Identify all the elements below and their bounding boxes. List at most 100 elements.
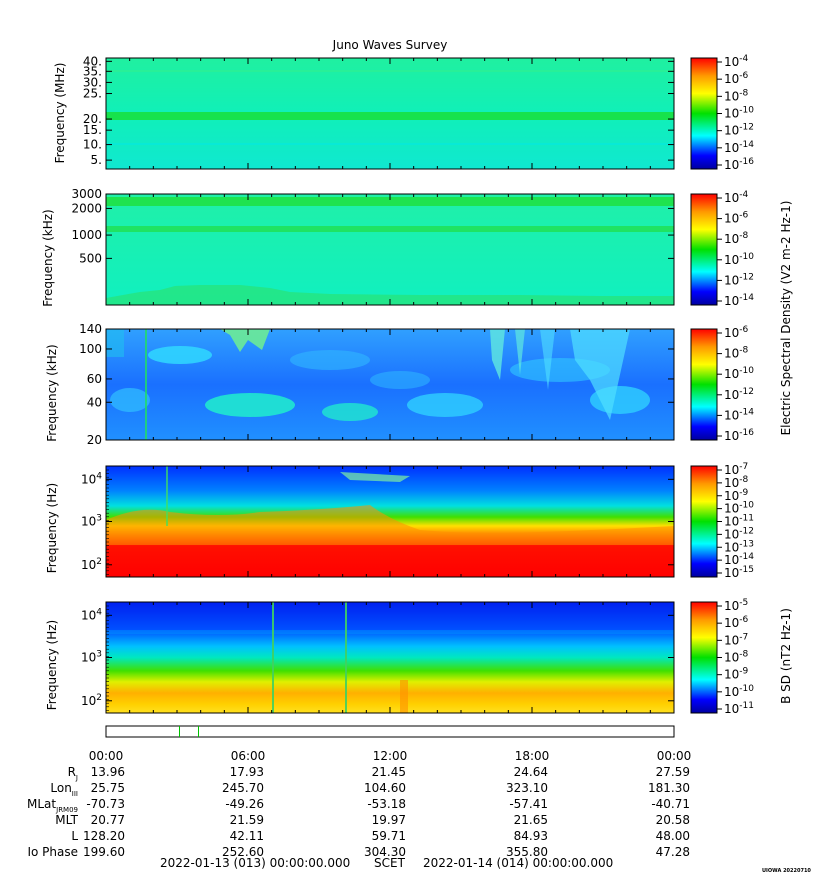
ephemeris-row-label: RJ: [68, 765, 78, 782]
watermark: UIOWA 20220710: [762, 868, 811, 874]
ephemeris-value: 47.28: [656, 845, 690, 859]
figure-title: Juno Waves Survey: [332, 38, 448, 52]
tick-label: 10-11: [724, 514, 754, 529]
ephemeris-value: 20.58: [656, 813, 690, 827]
tick-label: 5.: [91, 153, 102, 167]
ephemeris-value: 199.60: [83, 845, 125, 859]
panel-3: Frequency (kHz) 140 100 60 40 20: [45, 322, 675, 447]
ephemeris-value: 20.77: [91, 813, 125, 827]
tick-label: 15.: [83, 123, 102, 137]
tick-label: 10-10: [724, 684, 754, 699]
y-ticks-5: 104 103 102: [81, 605, 674, 711]
ephemeris-value: 304.30: [364, 845, 406, 859]
tick-label: 10-6: [724, 615, 749, 630]
ephemeris-value: 24.64: [514, 765, 548, 779]
x-tick-label: 00:00: [89, 749, 124, 763]
tick-label: 10-16: [724, 157, 754, 172]
tick-label: 10-7: [724, 462, 748, 477]
ephemeris-row-label: MLT: [55, 813, 78, 827]
ylabel-1: Frequency (MHz): [53, 63, 67, 164]
tick-label: 10-8: [724, 650, 749, 665]
tick-label: 10-10: [724, 106, 754, 121]
ephemeris-value: 27.59: [656, 765, 690, 779]
tick-label: 10.: [83, 138, 102, 152]
ylabel-2: Frequency (kHz): [41, 209, 55, 306]
tick-label: 40: [87, 395, 102, 409]
ephemeris-value: -49.26: [225, 797, 264, 811]
tick-label: 3000: [71, 187, 102, 201]
tick-label: 20.: [83, 112, 102, 126]
ephemeris-value: 128.20: [83, 829, 125, 843]
tick-label: 103: [81, 514, 102, 529]
tick-label: 10-13: [724, 539, 754, 554]
x-tick-label: 18:00: [515, 749, 550, 763]
tick-label: 10-14: [724, 140, 754, 155]
ephemeris-value: 21.45: [372, 765, 406, 779]
tick-label: 10-15: [724, 565, 754, 580]
tick-label: 10-12: [724, 387, 754, 402]
tick-label: 10-12: [724, 272, 754, 287]
tick-label: 102: [81, 693, 102, 708]
ephemeris-value: 245.70: [222, 781, 264, 795]
tick-label: 103: [81, 650, 102, 665]
tick-label: 10-12: [724, 526, 754, 541]
end-time: 2022-01-14 (014) 00:00:00.000: [423, 856, 613, 870]
ephemeris-value: 104.60: [364, 781, 406, 795]
tick-label: 10-8: [724, 231, 749, 246]
ephemeris-value: 48.00: [656, 829, 690, 843]
tick-label: 140: [79, 322, 102, 336]
panel-5: Frequency (Hz) 104 103 102: [45, 601, 675, 714]
ylabel-3: Frequency (kHz): [45, 344, 59, 441]
mini-timeline: [105, 725, 675, 738]
tick-label: 10-6: [724, 211, 749, 226]
ephemeris-row-label: L: [71, 829, 78, 843]
colorbar-4: 10-710-810-910-1010-1110-1210-1310-1410-…: [690, 462, 754, 580]
ephemeris-value: 42.11: [230, 829, 264, 843]
tick-label: 100: [79, 342, 102, 356]
ephemeris-row-label: LonIII: [50, 781, 78, 798]
colorbar-label-electric: Electric Spectral Density (V2 m-2 Hz-1): [779, 201, 793, 436]
colorbar-1: 10-4 10-6 10-8 10-10 10-12 10-14 10-16: [690, 54, 754, 172]
ephemeris-value: 17.93: [230, 765, 264, 779]
tick-label: 10-16: [724, 428, 754, 443]
tick-label: 10-10: [724, 252, 754, 267]
colorbar-2: 10-4 10-6 10-8 10-10 10-12 10-14: [690, 190, 754, 308]
tick-label: 35.: [83, 64, 102, 78]
ephemeris-value: -70.73: [86, 797, 125, 811]
tick-label: 10-10: [724, 501, 754, 516]
tick-label: 10-4: [724, 190, 749, 205]
tick-label: 10-9: [724, 667, 749, 682]
y-ticks-1: 40.35.30.25. 20.15.10.5.: [83, 54, 674, 167]
ephemeris-row-label: Io Phase: [27, 845, 78, 859]
tick-label: 40.: [83, 54, 102, 68]
ephemeris-value: 355.80: [506, 845, 548, 859]
colorbar-label-magnetic-text: B SD (nT2 Hz-1): [779, 608, 793, 704]
tick-label: 10-10: [724, 366, 754, 381]
tick-label: 10-8: [724, 88, 749, 103]
tick-label: 10-7: [724, 632, 748, 647]
ephemeris-value: 21.59: [230, 813, 264, 827]
tick-label: 10-4: [724, 54, 749, 69]
ephemeris-value: 252.60: [222, 845, 264, 859]
ephemeris-value: 181.30: [648, 781, 690, 795]
ephemeris-row-label: MLatJRM09: [27, 797, 78, 814]
tick-label: 2000: [71, 201, 102, 215]
tick-label: 102: [81, 557, 102, 572]
ephemeris-value: 19.97: [372, 813, 406, 827]
tick-label: 25.: [83, 87, 102, 101]
tick-label: 500: [79, 251, 102, 265]
ephemeris-value: 13.96: [91, 765, 125, 779]
ephemeris-value: 84.93: [514, 829, 548, 843]
x-tick-label: 00:00: [657, 749, 692, 763]
tick-label: 10-14: [724, 407, 754, 422]
ephemeris-value: -40.71: [651, 797, 690, 811]
ylabel-4: Frequency (Hz): [45, 483, 59, 574]
colorbar-5: 10-5 10-6 10-7 10-8 10-9 10-10 10-11: [690, 598, 754, 716]
spectrogram-5: [106, 602, 674, 713]
tick-label: 10-6: [724, 325, 749, 340]
tick-label: 10-5: [724, 598, 748, 613]
start-time: 2022-01-13 (013) 00:00:00.000: [160, 856, 350, 870]
ephemeris-value: 323.10: [506, 781, 548, 795]
tick-label: 10-14: [724, 293, 754, 308]
